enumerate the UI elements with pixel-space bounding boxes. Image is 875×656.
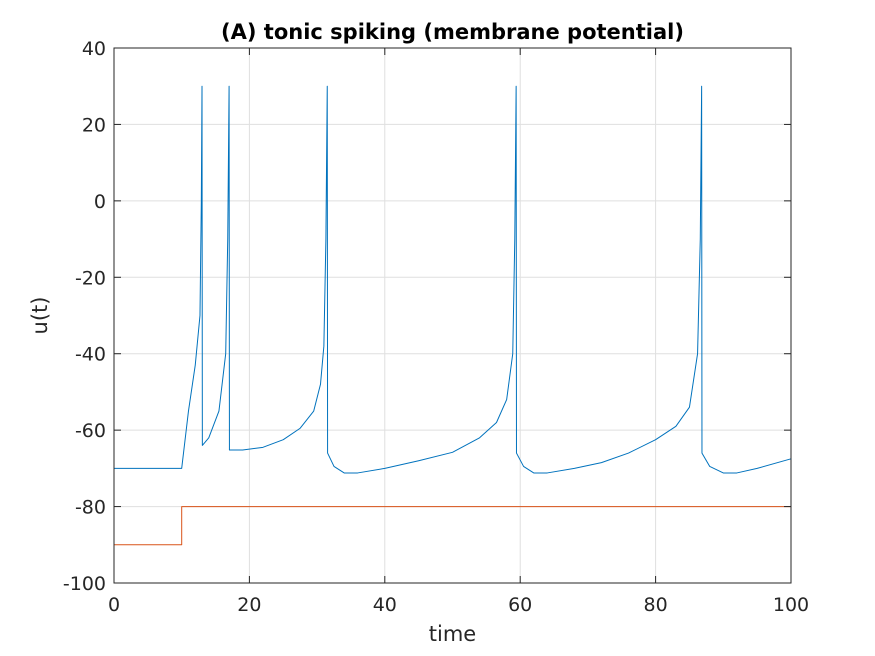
series-lines (114, 85, 792, 546)
y-tick-label: 0 (94, 191, 106, 213)
x-tick-label: 20 (237, 594, 261, 616)
ticks: 0 20 40 60 80 100 -100 -80 -60 -40 -20 0 20 40 (63, 38, 809, 616)
x-axis-label: time (429, 622, 476, 646)
y-tick-label: -60 (75, 420, 106, 442)
x-tick-label: 40 (373, 594, 397, 616)
y-tick-label: -100 (63, 573, 106, 595)
grid (113, 47, 792, 584)
series-line-2 (114, 506, 791, 546)
y-tick-label: -80 (75, 497, 106, 519)
y-tick-label: 20 (82, 114, 106, 136)
x-tick-label: 80 (644, 594, 668, 616)
y-tick-label: -20 (75, 267, 106, 289)
series-line-1 (114, 85, 792, 474)
y-axis-label: u(t) (28, 297, 52, 335)
x-tick-label: 100 (773, 594, 809, 616)
x-tick-label: 0 (108, 594, 120, 616)
x-tick-label: 60 (508, 594, 532, 616)
chart-title: (A) tonic spiking (membrane potential) (221, 20, 684, 44)
y-tick-label: 40 (82, 38, 106, 60)
axes-box (113, 47, 792, 584)
y-tick-label: -40 (75, 344, 106, 366)
